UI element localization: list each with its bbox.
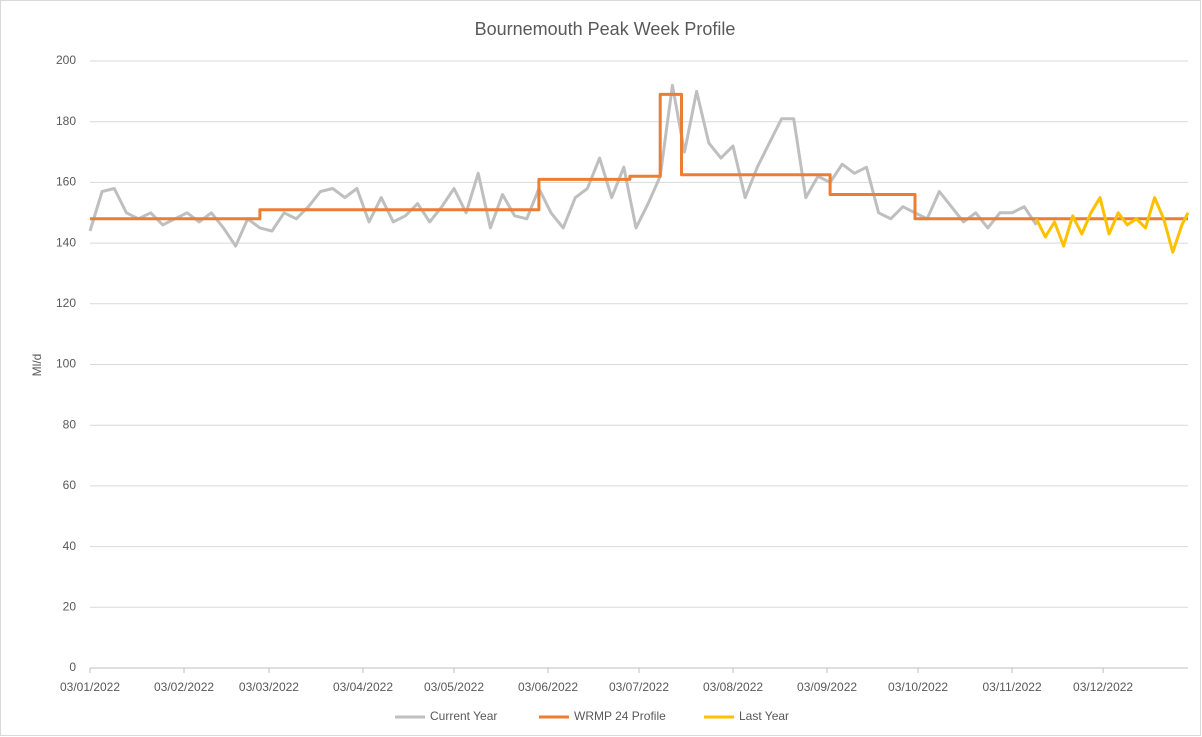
x-tick-label: 03/11/2022 (982, 680, 1041, 694)
series-line (90, 92, 1188, 221)
x-tick-label: 03/02/2022 (154, 680, 214, 694)
x-tick-label: 03/07/2022 (609, 680, 669, 694)
y-tick-label: 80 (63, 417, 77, 431)
y-axis-label: Ml/d (30, 354, 44, 377)
x-tick-label: 03/05/2022 (424, 680, 484, 694)
y-tick-label: 140 (56, 235, 76, 249)
y-tick-label: 0 (69, 660, 76, 674)
x-tick-label: 03/08/2022 (703, 680, 763, 694)
chart-title: Bournemouth Peak Week Profile (475, 19, 736, 39)
x-tick-label: 03/06/2022 (518, 680, 578, 694)
legend-label: WRMP 24 Profile (574, 709, 666, 723)
y-tick-label: 100 (56, 357, 76, 371)
x-tick-label: 03/01/2022 (60, 680, 120, 694)
y-tick-label: 160 (56, 175, 76, 189)
x-tick-label: 03/10/2022 (888, 680, 948, 694)
series-line (1034, 196, 1190, 254)
x-tick-label: 03/09/2022 (797, 680, 857, 694)
y-tick-label: 20 (63, 599, 77, 613)
legend-label: Current Year (430, 709, 497, 723)
x-tick-label: 03/12/2022 (1073, 680, 1133, 694)
x-tick-label: 03/03/2022 (239, 680, 299, 694)
x-tick-label: 03/04/2022 (333, 680, 393, 694)
y-tick-label: 200 (56, 53, 76, 67)
y-tick-label: 40 (63, 539, 77, 553)
y-tick-label: 180 (56, 114, 76, 128)
y-tick-label: 120 (56, 296, 76, 310)
legend-label: Last Year (739, 709, 789, 723)
y-tick-label: 60 (63, 478, 77, 492)
